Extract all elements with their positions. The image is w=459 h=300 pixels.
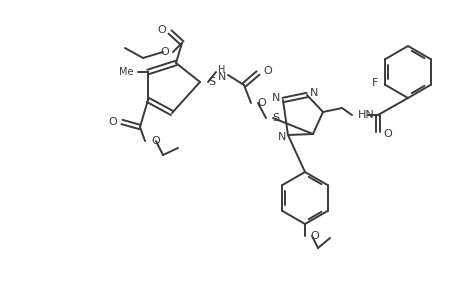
Text: S: S [207,77,215,87]
Text: O: O [160,47,168,57]
Text: O: O [151,136,159,146]
Text: N: N [271,93,280,103]
Text: N: N [277,132,285,142]
Text: N: N [218,72,226,82]
Text: H: H [218,65,225,75]
Text: N: N [309,88,318,98]
Text: O: O [382,129,391,139]
Text: F: F [371,78,378,88]
Text: HN: HN [357,110,374,120]
Text: O: O [108,117,117,127]
Text: S: S [271,113,279,123]
Text: O: O [157,25,166,35]
Text: Me: Me [119,67,134,77]
Text: O: O [309,231,318,241]
Text: O: O [257,98,265,108]
Text: O: O [263,66,271,76]
